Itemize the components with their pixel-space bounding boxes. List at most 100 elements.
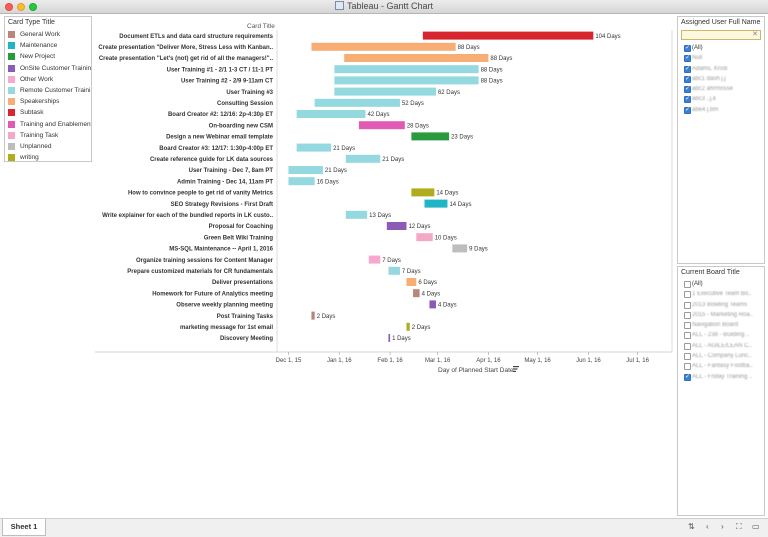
legend-item[interactable]: Training and Enablement <box>5 119 91 130</box>
user-filter-option[interactable]: abc1 dash j.j <box>678 74 764 84</box>
task-label[interactable]: Board Creator #3: 12/17: 1:30p-4:00p ET <box>159 146 273 152</box>
task-label[interactable]: Create reference guide for LK data sourc… <box>150 157 274 163</box>
board-filter-option[interactable]: (All) <box>678 279 764 289</box>
legend-item[interactable]: Subtask <box>5 107 91 118</box>
user-filter-checkbox[interactable] <box>684 64 691 74</box>
user-filter-option[interactable]: Null <box>678 53 764 63</box>
presentation-mode-icon[interactable]: ▭ <box>752 522 760 531</box>
legend-item[interactable]: Speakerships <box>5 96 91 107</box>
board-filter-option[interactable]: 2015 - Marketing Roa.. <box>678 310 764 320</box>
board-filter-checkbox[interactable] <box>684 291 691 299</box>
task-label[interactable]: Proposal for Coaching <box>209 224 274 230</box>
legend-item[interactable]: writing <box>5 152 91 163</box>
board-filter-option[interactable]: 1 Executive Team Bo.. <box>678 289 764 299</box>
task-label[interactable]: Board Creator #2: 12/16: 2p-4:30p ET <box>168 112 273 118</box>
gantt-bar[interactable] <box>288 177 315 186</box>
board-filter-checkbox[interactable] <box>684 363 691 371</box>
gantt-bar[interactable] <box>296 110 366 118</box>
board-filter-checkbox[interactable] <box>684 353 691 361</box>
task-label[interactable]: Organize training sessions for Content M… <box>136 258 274 264</box>
gantt-bar[interactable] <box>424 199 448 208</box>
gantt-bar[interactable] <box>296 143 332 152</box>
task-label[interactable]: Create presentation "Let's (not) get rid… <box>99 56 273 62</box>
task-label[interactable]: Post Training Tasks <box>217 314 274 320</box>
gantt-bar[interactable] <box>411 132 450 141</box>
user-filter-checkbox[interactable] <box>684 94 691 104</box>
legend-item[interactable]: Maintenance <box>5 40 91 51</box>
gantt-bar[interactable] <box>334 87 436 96</box>
minimize-window-button[interactable] <box>17 3 25 11</box>
gantt-bar[interactable] <box>416 233 433 242</box>
zoom-window-button[interactable] <box>29 3 37 11</box>
task-label[interactable]: Write explainer for each of the bundled … <box>102 213 273 219</box>
previous-sheet-icon[interactable]: ‹ <box>706 522 709 531</box>
board-filter-option[interactable]: ALL - Friday Training .. <box>678 372 764 382</box>
sheet-tab[interactable]: Sheet 1 <box>2 519 46 536</box>
gantt-bar[interactable] <box>334 76 479 85</box>
task-label[interactable]: User Training #3 <box>226 90 273 96</box>
fit-screen-icon[interactable]: ⛶ <box>736 522 742 531</box>
gantt-bar[interactable] <box>406 278 417 286</box>
task-label[interactable]: marketing message for 1st email <box>180 325 273 331</box>
task-label[interactable]: SEO Strategy Revisions - First Draft <box>171 202 273 208</box>
user-filter-option[interactable]: (All) <box>678 43 764 53</box>
gantt-bar[interactable] <box>422 31 594 40</box>
legend-item[interactable]: Other Work <box>5 74 91 85</box>
gantt-bar[interactable] <box>344 54 489 62</box>
user-filter-checkbox[interactable] <box>684 105 691 115</box>
gantt-bar[interactable] <box>345 210 368 219</box>
legend-item[interactable]: Unplanned <box>5 141 91 152</box>
board-filter-option[interactable]: Navigation Board <box>678 320 764 330</box>
gantt-bar[interactable] <box>406 322 410 331</box>
task-label[interactable]: Create presentation "Deliver More, Stres… <box>98 45 273 51</box>
board-filter-checkbox[interactable] <box>684 301 691 309</box>
board-filter-checkbox[interactable] <box>684 332 691 340</box>
task-label[interactable]: Document ETLs and data card structure re… <box>119 34 273 40</box>
board-filter-checkbox[interactable] <box>684 372 691 382</box>
gantt-bar[interactable] <box>345 154 381 163</box>
user-search-input[interactable]: ✕ <box>681 30 761 40</box>
gantt-bar[interactable] <box>388 334 391 342</box>
user-filter-option[interactable]: abe4 j.bm <box>678 105 764 115</box>
gantt-bar[interactable] <box>452 244 468 253</box>
user-filter-checkbox[interactable] <box>684 84 691 94</box>
legend-item[interactable]: General Work <box>5 29 91 40</box>
task-label[interactable]: Prepare customized materials for CR fund… <box>127 269 273 275</box>
board-filter-option[interactable]: ALL - AGILE/LEAN C.. <box>678 341 764 351</box>
gantt-bar[interactable] <box>288 166 323 174</box>
gantt-bar[interactable] <box>314 98 400 107</box>
sort-order-icon[interactable]: ⇅ <box>688 522 695 531</box>
next-sheet-icon[interactable]: › <box>721 522 724 531</box>
user-filter-option[interactable]: Adams, Kristi <box>678 64 764 74</box>
gantt-bar[interactable] <box>386 222 407 230</box>
legend-item[interactable]: Remote Customer Traini.. <box>5 85 91 96</box>
task-label[interactable]: Discovery Meeting <box>220 336 273 342</box>
user-filter-option[interactable]: abc3 ..j.k <box>678 94 764 104</box>
gantt-bar[interactable] <box>368 255 381 264</box>
task-label[interactable]: Homework for Future of Analytics meeting <box>152 291 273 297</box>
task-label[interactable]: Green Belt Wiki Training <box>204 235 274 241</box>
task-label[interactable]: How to convince people to get rid of van… <box>128 191 274 197</box>
gantt-bar[interactable] <box>334 65 479 74</box>
gantt-bar[interactable] <box>311 42 456 51</box>
task-label[interactable]: User Training - Dec 7, 8am PT <box>189 168 274 174</box>
task-label[interactable]: User Training #2 - 2/9 9-11am CT <box>181 79 273 85</box>
board-filter-checkbox[interactable] <box>684 281 691 288</box>
gantt-bar[interactable] <box>358 121 405 130</box>
gantt-bar[interactable] <box>311 311 315 320</box>
task-label[interactable]: MS-SQL Maintenance -- April 1, 2016 <box>169 247 273 253</box>
task-label[interactable]: Observe weekly planning meeting <box>176 303 273 309</box>
user-filter-checkbox[interactable] <box>684 43 691 53</box>
gantt-bar[interactable] <box>413 289 420 298</box>
board-filter-option[interactable]: ALL - Fantasy Footba.. <box>678 361 764 371</box>
gantt-bar[interactable] <box>429 300 436 309</box>
task-label[interactable]: Design a new Webinar email template <box>166 135 274 141</box>
close-window-button[interactable] <box>5 3 13 11</box>
clear-search-icon[interactable]: ✕ <box>752 31 758 38</box>
user-filter-checkbox[interactable] <box>684 74 691 84</box>
board-filter-option[interactable]: ALL - Company Lunc.. <box>678 351 764 361</box>
board-filter-checkbox[interactable] <box>684 342 691 350</box>
board-filter-option[interactable]: ALL - 238 - Building .. <box>678 330 764 340</box>
legend-item[interactable]: OnSite Customer Trainin.. <box>5 63 91 74</box>
task-label[interactable]: Admin Training - Dec 14, 11am PT <box>177 179 273 185</box>
